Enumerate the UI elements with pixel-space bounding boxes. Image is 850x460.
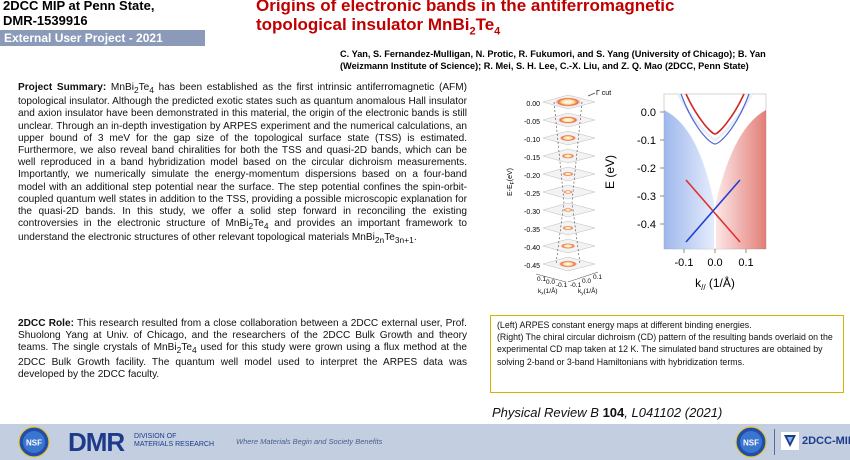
upper-band-blue <box>680 93 750 145</box>
energy-tick: -0.20 <box>524 173 540 180</box>
page-title: Origins of electronic bands in the antif… <box>256 0 675 38</box>
energy-tick: -0.05 <box>524 119 540 126</box>
constant-energy-stack: 0.00 -0.05 -0.10 -0.15 -0.20 -0.25 -0.30… <box>507 90 611 296</box>
energy-tick: -0.45 <box>524 263 540 270</box>
energy-tick: -0.35 <box>524 227 540 234</box>
project-type-label: External User Project - 2021 <box>4 31 163 45</box>
energy-tick: -0.10 <box>524 137 540 144</box>
ky-tick: 0.1 <box>593 274 602 281</box>
energy-tick: -0.30 <box>524 209 540 216</box>
summary-label: Project Summary: <box>18 82 107 93</box>
energy-axis-label: E (eV) <box>603 155 617 189</box>
project-type-bar: External User Project - 2021 <box>0 30 205 46</box>
energy-tick: -0.4 <box>637 219 656 231</box>
kx-axis-label: kx(1/Å) <box>538 286 558 296</box>
journal-citation: Physical Review B 104, L041102 (2021) <box>492 405 723 420</box>
energy-tick: 0.00 <box>526 101 540 108</box>
cut-label: Γ cut <box>596 90 611 97</box>
ky-axis-label: ky(1/Å) <box>578 286 598 296</box>
k-tick: -0.1 <box>675 257 694 269</box>
footer-divider <box>774 429 775 455</box>
project-header: 2DCC MIP at Penn State, DMR-1539916 Exte… <box>0 0 205 46</box>
k-tick: 0.1 <box>738 257 753 269</box>
author-list: C. Yan, S. Fernandez-Mulligan, N. Protic… <box>340 49 766 71</box>
cut-marker <box>587 92 596 97</box>
arpes-figure: 0.00 -0.05 -0.10 -0.15 -0.20 -0.25 -0.30… <box>488 82 850 312</box>
dcc-role: 2DCC Role: This research resulted from a… <box>18 318 467 380</box>
dmr-tagline: Where Materials Begin and Society Benefi… <box>236 437 383 446</box>
cd-center-gap <box>694 96 736 197</box>
k-axis-label: k// (1/Å) <box>695 275 735 292</box>
kx-tick: 0.0 <box>546 279 555 286</box>
ky-tick: -0.1 <box>570 282 582 289</box>
cd-map-panel: 0.0 -0.1 -0.2 -0.3 -0.4 E (eV) -0.1 0.0 <box>603 93 767 292</box>
upper-band-red <box>685 93 745 135</box>
footer-bar: NSF DMR DIVISION OF MATERIALS RESEARCH W… <box>0 424 850 460</box>
k-tick: 0.0 <box>707 257 722 269</box>
nsf-logo: NSF <box>18 426 50 458</box>
dmr-division-label: DIVISION OF MATERIALS RESEARCH <box>134 433 214 448</box>
tss-band-blue <box>685 179 741 243</box>
cd-red-lobe <box>716 110 766 249</box>
mip-logo-icon <box>781 432 799 450</box>
figure-caption-box: (Left) ARPES constant energy maps at dif… <box>490 315 844 393</box>
mip-logo-text: 2DCC-MIP <box>802 435 850 447</box>
energy-tick: -0.40 <box>524 245 540 252</box>
figure-caption: (Left) ARPES constant energy maps at dif… <box>497 320 833 367</box>
energy-tick: -0.3 <box>637 191 656 203</box>
cd-blue-lobe <box>664 110 714 249</box>
energy-tick: -0.2 <box>637 163 656 175</box>
svg-text:NSF: NSF <box>26 439 42 448</box>
role-label: 2DCC Role: <box>18 318 74 329</box>
energy-tick: -0.25 <box>524 191 540 198</box>
svg-text:NSF: NSF <box>743 439 759 448</box>
energy-tick: 0.0 <box>641 107 656 119</box>
quasi-2d-band <box>676 93 754 142</box>
project-summary: Project Summary: MnBi2Te4 has been estab… <box>18 82 468 246</box>
mip-label: 2DCC MIP at Penn State, <box>3 0 155 13</box>
energy-tick: -0.1 <box>637 135 656 147</box>
award-number: DMR-1539916 <box>3 13 88 28</box>
energy-tick: -0.15 <box>524 155 540 162</box>
dmr-logo: DMR <box>68 427 125 457</box>
ky-tick: 0.0 <box>582 278 591 285</box>
kx-tick: 0.1 <box>537 276 546 283</box>
energy-axis-label: E-EF(eV) <box>507 168 516 196</box>
figure-svg: 0.00 -0.05 -0.10 -0.15 -0.20 -0.25 -0.30… <box>507 90 767 296</box>
nsf-logo-right: NSF <box>735 426 767 458</box>
kx-tick: -0.1 <box>556 282 568 289</box>
